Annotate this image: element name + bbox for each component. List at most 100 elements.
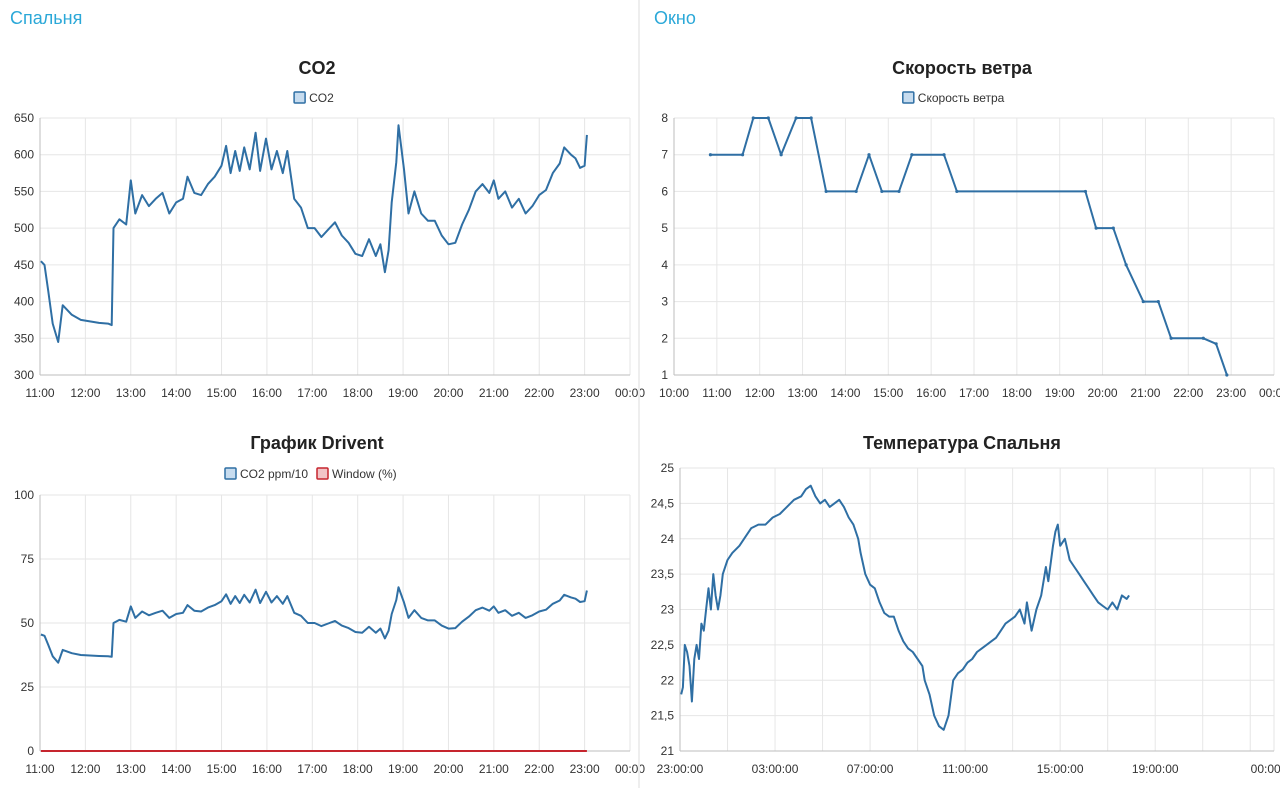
x-tick-label: 12:00 — [70, 762, 100, 776]
series-line-co2 — [40, 124, 588, 343]
y-tick-label: 100 — [14, 488, 34, 502]
chart-title: Температура Спальня — [863, 433, 1061, 453]
data-point — [1124, 263, 1128, 267]
x-tick-label: 00:00 — [1259, 386, 1280, 400]
x-tick-label: 19:00 — [388, 762, 418, 776]
temperature-chart: Температура Спальня 25 24,5 24 23,5 23 22,5 22 2… — [651, 433, 1280, 776]
legend-label: Window (%) — [332, 467, 397, 481]
y-tick-label: 8 — [661, 111, 668, 125]
chart-title: Скорость ветра — [892, 58, 1033, 78]
y-tick-label: 1 — [661, 368, 668, 382]
x-tick-label: 21:00 — [479, 386, 509, 400]
chart-title: График Drivent — [250, 433, 383, 453]
x-tick-label: 21:00 — [479, 762, 509, 776]
panel-okno: Окно Скорость ветра Скорость ветра 8 7 6 5 4 3 2… — [640, 0, 1280, 788]
series-line-температура-спальня — [680, 484, 1130, 731]
x-tick-label: 16:00 — [916, 386, 946, 400]
y-tick-label: 23,5 — [651, 567, 675, 581]
y-tick-label: 350 — [14, 331, 34, 345]
y-tick-label: 22 — [661, 673, 675, 687]
data-point — [867, 153, 871, 157]
y-tick-label: 24,5 — [651, 496, 675, 510]
series-line-co2-ppm-10 — [40, 586, 588, 664]
data-point — [766, 116, 770, 120]
y-tick-label: 550 — [14, 184, 34, 198]
data-point — [779, 153, 783, 157]
x-tick-label: 16:00 — [252, 762, 282, 776]
drivent-chart: График Drivent CO2 ppm/10 Window (%) 100 75 5… — [14, 433, 645, 776]
x-tick-label: 18:00 — [343, 762, 373, 776]
y-tick-label: 650 — [14, 111, 34, 125]
y-tick-label: 6 — [661, 184, 668, 198]
wind-speed-chart: Скорость ветра Скорость ветра 8 7 6 5 4 3 2 1 10:0… — [659, 58, 1280, 400]
data-point — [809, 116, 813, 120]
data-point — [1201, 336, 1205, 340]
x-tick-label: 23:00 — [1216, 386, 1246, 400]
legend-label: CO2 ppm/10 — [240, 467, 308, 481]
x-tick-label: 20:00 — [1088, 386, 1118, 400]
x-tick-label: 11:00 — [25, 386, 54, 400]
x-tick-label: 11:00 — [702, 386, 731, 400]
data-point — [740, 153, 745, 157]
x-tick-label: 10:00 — [659, 386, 689, 400]
x-tick-label: 22:00 — [1173, 386, 1203, 400]
legend-swatch — [293, 91, 306, 104]
y-tick-label: 22,5 — [651, 638, 675, 652]
x-tick-label: 19:00:00 — [1132, 762, 1179, 776]
x-tick-label: 20:00 — [433, 762, 463, 776]
legend-swatch — [316, 467, 329, 480]
y-tick-label: 0 — [27, 744, 34, 758]
y-tick-label: 24 — [661, 532, 675, 546]
x-tick-label: 14:00 — [830, 386, 860, 400]
x-tick-label: 00:00 — [615, 386, 645, 400]
x-tick-label: 18:00 — [343, 386, 373, 400]
data-point — [897, 189, 901, 194]
x-tick-label: 07:00:00 — [847, 762, 894, 776]
data-point — [751, 116, 755, 120]
legend-swatch — [902, 91, 915, 104]
x-tick-label: 18:00 — [1002, 386, 1032, 400]
x-tick-label: 03:00:00 — [752, 762, 799, 776]
x-tick-label: 15:00:00 — [1037, 762, 1084, 776]
y-tick-label: 2 — [661, 331, 668, 345]
x-tick-label: 17:00 — [297, 386, 327, 400]
legend-swatch — [224, 467, 237, 480]
x-tick-label: 15:00 — [207, 762, 237, 776]
x-tick-label: 11:00 — [25, 762, 54, 776]
y-tick-label: 450 — [14, 258, 34, 272]
x-tick-label: 19:00 — [1045, 386, 1075, 400]
x-tick-label: 23:00 — [570, 386, 600, 400]
data-point — [854, 189, 858, 194]
x-tick-label: 12:00 — [745, 386, 775, 400]
y-tick-label: 21,5 — [651, 709, 675, 723]
data-point — [1156, 299, 1160, 304]
y-tick-label: 21 — [661, 744, 675, 758]
group-title-okno[interactable]: Окно — [654, 8, 696, 28]
data-point — [1094, 226, 1098, 230]
x-tick-label: 23:00 — [570, 762, 600, 776]
x-tick-label: 13:00 — [116, 386, 146, 400]
y-tick-label: 23 — [661, 603, 675, 617]
x-tick-label: 16:00 — [252, 386, 282, 400]
data-point — [1141, 299, 1145, 304]
chart-title: CO2 — [298, 58, 335, 78]
x-tick-label: 00:00 — [615, 762, 645, 776]
y-tick-label: 400 — [14, 295, 34, 309]
y-tick-label: 25 — [21, 680, 35, 694]
legend-label: CO2 — [309, 91, 334, 105]
x-tick-label: 12:00 — [70, 386, 100, 400]
x-tick-label: 13:00 — [788, 386, 818, 400]
data-point — [1225, 373, 1229, 377]
y-tick-label: 4 — [661, 258, 668, 272]
y-tick-label: 25 — [661, 461, 675, 475]
x-tick-label: 19:00 — [388, 386, 418, 400]
data-point — [942, 153, 946, 157]
data-point — [824, 189, 828, 194]
data-point — [1169, 336, 1173, 340]
panel-spalnya: Спальня CO2 CO2 650 600 550 500 450 400 350 300 11… — [0, 0, 645, 788]
x-tick-label: 22:00 — [524, 762, 554, 776]
x-tick-label: 11:00:00 — [942, 762, 988, 776]
data-point — [708, 153, 713, 157]
group-title-spalnya[interactable]: Спальня — [10, 8, 83, 28]
x-tick-label: 23:00:00 — [657, 762, 704, 776]
